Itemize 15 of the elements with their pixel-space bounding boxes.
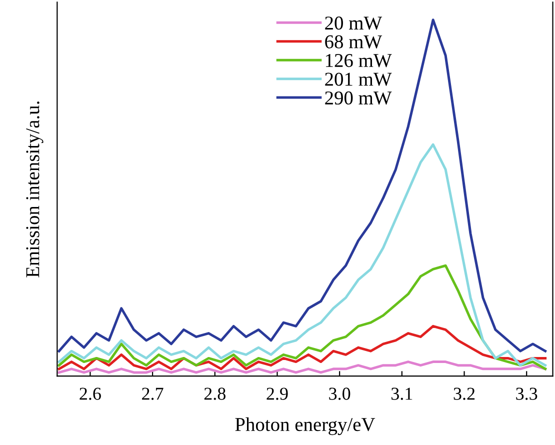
x-tick-label: 2.7 <box>142 388 164 400</box>
legend-label: 68 mW <box>325 35 382 48</box>
y-axis-title: Emission intensity/a.u. <box>26 102 44 278</box>
x-tick-label: 3.3 <box>516 388 538 400</box>
legend-label: 20 mW <box>325 16 382 30</box>
x-tick-label: 2.6 <box>80 388 101 400</box>
x-axis-title: Photon energy/eV <box>235 417 376 436</box>
x-tick-label: 3.2 <box>454 388 475 400</box>
x-tick-label: 3.1 <box>391 388 412 400</box>
legend-label: 201 mW <box>325 72 392 86</box>
legend-label: 126 mW <box>326 54 392 68</box>
x-tick-label: 2.9 <box>266 388 288 400</box>
x-tick-label: 3.0 <box>329 388 350 400</box>
x-tick-label: 2.8 <box>204 388 226 400</box>
legend-label: 290 mW <box>325 91 392 105</box>
